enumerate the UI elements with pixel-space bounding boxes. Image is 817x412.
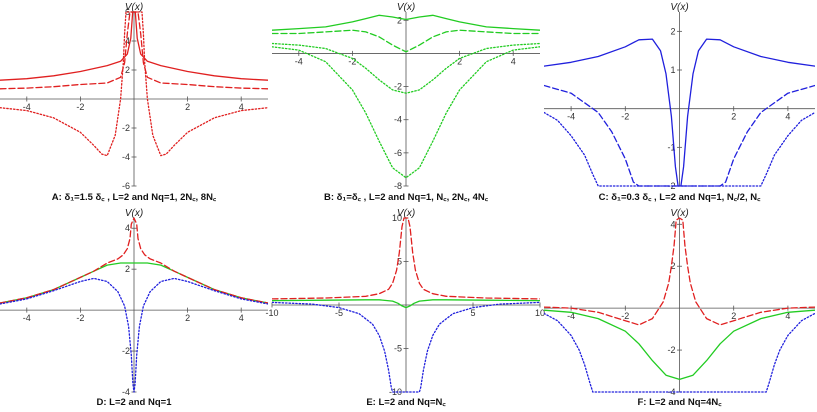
series-line	[272, 301, 540, 393]
y-tick-label: 2	[125, 264, 130, 274]
y-axis-label: V(x)	[670, 2, 688, 13]
panel-caption: B: δ₁=δ꜀ , L=2 and Nq=1, N꜀, 2N꜀, 4N꜀	[324, 192, 489, 203]
y-axis-label: V(x)	[125, 2, 143, 13]
chart-panel: -4 -2 2 4 -8 -6 -4 -2 2 V(x) B: δ₁=δ꜀ , L=2 and Nq…	[272, 2, 540, 203]
x-tick-label: -2	[621, 311, 629, 321]
series-line	[272, 299, 540, 309]
x-tick-label: -2	[76, 313, 84, 323]
x-tick-label: 4	[785, 112, 790, 122]
y-tick-label: -6	[394, 148, 402, 158]
y-axis-label: V(x)	[125, 208, 143, 219]
y-tick-label: -4	[394, 115, 402, 125]
y-tick-label: 4	[125, 36, 130, 46]
y-tick-label: -4	[122, 387, 130, 397]
y-tick-label: -1	[667, 142, 675, 152]
y-tick-label: 5	[397, 257, 402, 267]
x-tick-label: -4	[567, 112, 575, 122]
y-tick-label: 1	[670, 65, 675, 75]
chart-panel: -4 -2 2 4 -4 -2 2 4 V(x) D: L=2 and Nq=1	[0, 208, 268, 408]
x-tick-label: -4	[23, 313, 31, 323]
x-tick-label: 2	[731, 311, 736, 321]
x-tick-label: 4	[511, 56, 516, 66]
panel-caption: A: δ₁=1.5 δ꜀ , L=2 and Nq=1, 2N꜀, 8N꜀	[52, 192, 217, 203]
series-line	[0, 277, 268, 393]
x-tick-label: -2	[348, 56, 356, 66]
x-tick-label: -10	[265, 308, 278, 318]
series-line	[272, 42, 540, 94]
x-tick-label: -4	[295, 56, 303, 66]
x-tick-label: 2	[185, 313, 190, 323]
x-tick-label: 4	[239, 102, 244, 112]
x-tick-label: 5	[470, 308, 475, 318]
x-tick-label: 4	[785, 311, 790, 321]
series-line	[544, 309, 815, 381]
y-tick-label: 10	[392, 213, 402, 223]
y-tick-label: 4	[670, 219, 675, 229]
series-line	[544, 217, 815, 326]
x-tick-label: -5	[335, 308, 343, 318]
series-line	[544, 84, 815, 187]
x-tick-label: 10	[535, 308, 545, 318]
series-line	[272, 14, 540, 31]
y-tick-label: 4	[125, 223, 130, 233]
series-line	[0, 11, 268, 157]
series-line	[272, 29, 540, 53]
x-tick-label: -4	[567, 311, 575, 321]
x-tick-label: -2	[621, 112, 629, 122]
y-tick-label: -8	[394, 181, 402, 191]
y-axis-label: V(x)	[397, 208, 415, 219]
y-axis-label: V(x)	[397, 2, 415, 13]
y-tick-label: -5	[394, 344, 402, 354]
series-line	[0, 217, 268, 304]
panel-caption: F: L=2 and Nq=4N꜀	[637, 397, 722, 408]
x-tick-label: -2	[76, 102, 84, 112]
y-tick-label: -4	[122, 152, 130, 162]
y-tick-label: 2	[125, 65, 130, 75]
y-tick-label: 2	[670, 261, 675, 271]
y-tick-label: -2	[667, 345, 675, 355]
x-tick-label: 4	[239, 313, 244, 323]
panel-caption: C: δ₁=0.3 δ꜀ , L=2 and Nq=1, N꜀/2, N꜀	[599, 192, 761, 203]
x-tick-label: 2	[457, 56, 462, 66]
y-tick-label: -2	[394, 82, 402, 92]
y-tick-label: -2	[122, 123, 130, 133]
y-tick-label: -2	[122, 346, 130, 356]
series-line	[544, 312, 815, 393]
series-line	[544, 111, 815, 187]
x-tick-label: 2	[731, 112, 736, 122]
panel-caption: D: L=2 and Nq=1	[97, 397, 173, 408]
y-tick-label: -6	[122, 181, 130, 191]
y-tick-label: 2	[397, 15, 402, 25]
y-tick-label: 2	[670, 26, 675, 36]
x-tick-label: -4	[23, 102, 31, 112]
x-tick-label: 2	[185, 102, 190, 112]
panel-caption: E: L=2 and Nq=N꜀	[366, 397, 446, 408]
series-line	[272, 46, 540, 179]
y-axis-label: V(x)	[670, 208, 688, 219]
series-line	[272, 217, 540, 300]
